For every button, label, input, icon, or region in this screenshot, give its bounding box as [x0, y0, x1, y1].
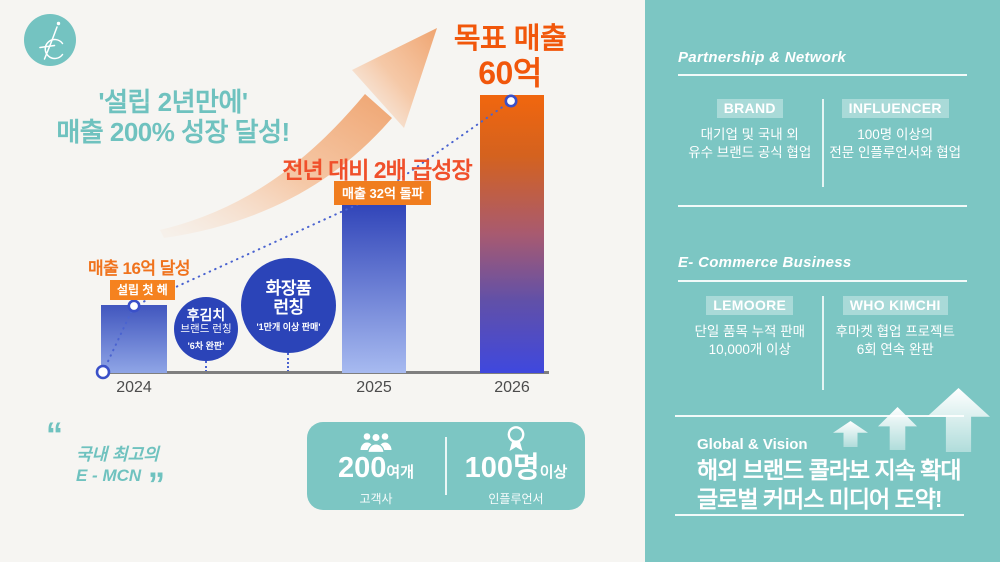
milestone-2-subtitle: 런칭: [273, 298, 304, 317]
influencer-line2: 전문 인플루언서와 협업: [829, 145, 962, 160]
clients-value: 200여개: [307, 453, 445, 488]
quote-open-mark: “: [46, 416, 63, 454]
vision-line2: 글로벌 커머스 미디어 도약!: [697, 486, 943, 512]
goal-value: 60억: [478, 55, 542, 91]
partnership-columns: BRAND 대기업 및 국내 외 유수 브랜드 공식 협업 INFLUENCER…: [678, 99, 967, 187]
bar-2025: [342, 196, 406, 373]
influencers-label: 인플루언서: [488, 492, 544, 506]
brand-column: BRAND 대기업 및 국내 외 유수 브랜드 공식 협업: [678, 99, 822, 162]
stat-influencers: 100명이상 인플루언서: [447, 425, 585, 507]
divider-line: [678, 74, 967, 76]
trend-dot-origin: [95, 364, 111, 380]
headline-line1: '설립 2년만에': [98, 87, 248, 117]
vision-title: Global & Vision: [697, 436, 808, 453]
sidebar: Partnership & Network BRAND 대기업 및 국내 외 유…: [645, 0, 1000, 562]
company-logo: [24, 14, 76, 66]
bar-2026: [480, 95, 544, 373]
milestone-2-note: '1만개 이상 판매': [256, 322, 321, 332]
section-title-partnership: Partnership & Network: [678, 49, 847, 66]
whokimchi-column: WHO KIMCHI 후마켓 협업 프로젝트 6회 연속 완판: [824, 296, 968, 359]
influencer-line1: 100명 이상의: [857, 127, 934, 142]
milestone-2-title: 화장품: [265, 279, 312, 298]
trend-dot-2024: [127, 299, 141, 313]
influencer-badge: INFLUENCER: [841, 99, 949, 118]
clients-number: 200: [338, 452, 387, 484]
divider-line: [678, 205, 967, 207]
clients-suffix: 여개: [386, 464, 414, 481]
ecommerce-columns: LEMOORE 단일 품목 누적 판매 10,000개 이상 WHO KIMCH…: [678, 296, 967, 390]
brand-line2: 유수 브랜드 공식 협업: [688, 145, 812, 160]
influencers-value: 100명이상: [447, 453, 585, 488]
card-divider: [445, 437, 447, 495]
revenue-32-badge: 매출 32억 돌파: [334, 181, 432, 205]
section-title-ecommerce: E- Commerce Business: [678, 254, 852, 271]
influencer-column: INFLUENCER 100명 이상의 전문 인플루언서와 협업: [824, 99, 968, 162]
x-tick-2026: 2026: [494, 379, 530, 396]
whokimchi-line2: 6회 연속 완판: [856, 342, 934, 357]
milestone-cosmetics: 화장품 런칭 '1만개 이상 판매': [241, 258, 336, 353]
stat-clients: 200여개 고객사: [307, 425, 445, 507]
whokimchi-badge: WHO KIMCHI: [842, 296, 948, 315]
milestone-1-connector: [205, 361, 207, 372]
medal-icon: [447, 426, 585, 453]
first-year-badge: 설립 첫 해: [110, 280, 175, 300]
quote-text: 국내 최고의 E - MCN: [76, 444, 159, 486]
bar-2024: [101, 305, 167, 373]
goal-title: 목표 매출: [453, 23, 567, 55]
clients-label: 고객사: [359, 492, 393, 506]
vision-line1: 해외 브랜드 콜라보 지속 확대: [697, 457, 961, 483]
trend-dot-2026: [504, 94, 518, 108]
column-divider: [821, 99, 824, 187]
stats-card: 200여개 고객사 100명이상 인플루언서: [307, 422, 585, 510]
growth-label: 전년 대비 2배 급성장: [282, 157, 472, 183]
x-axis: [99, 371, 549, 374]
milestone-2-connector: [287, 353, 289, 372]
influencers-number: 100명: [464, 452, 540, 484]
quote-close-mark: ”: [148, 466, 165, 504]
lemoore-column: LEMOORE 단일 품목 누적 판매 10,000개 이상: [678, 296, 822, 359]
lemoore-line2: 10,000개 이상: [708, 342, 791, 357]
column-divider: [821, 296, 824, 390]
x-tick-2025: 2025: [356, 379, 392, 396]
headline-line2: 매출 200% 성장 달성!: [56, 117, 290, 147]
goal-revenue: 목표 매출 60억: [424, 22, 596, 90]
lemoore-line1: 단일 품목 누적 판매: [694, 324, 806, 339]
quote-line2: E - MCN: [76, 466, 142, 485]
people-icon: [307, 429, 445, 453]
milestone-1-note: '6차 완판': [187, 341, 225, 351]
influencers-suffix: 이상: [539, 464, 568, 481]
brand-badge: BRAND: [716, 99, 783, 118]
whokimchi-line1: 후마켓 협업 프로젝트: [835, 324, 955, 339]
headline: '설립 2년만에' 매출 200% 성장 달성!: [38, 87, 308, 147]
milestone-1-subtitle: 브랜드 런칭: [180, 323, 232, 335]
x-tick-2024: 2024: [116, 379, 152, 396]
milestone-hugimchi: 후김치 브랜드 런칭 '6차 완판': [174, 297, 238, 361]
lemoore-badge: LEMOORE: [706, 296, 794, 315]
up-arrows-icon: [833, 388, 990, 452]
ac-monogram-icon: [24, 14, 76, 66]
growth-arrow-icon: [160, 28, 437, 238]
revenue-16-label: 매출 16억 달성: [88, 259, 191, 278]
quote-line1: 국내 최고의: [76, 445, 159, 464]
divider-line: [675, 415, 964, 417]
divider-line: [678, 280, 967, 282]
brand-line1: 대기업 및 국내 외: [700, 127, 799, 142]
divider-line: [675, 514, 964, 516]
milestone-1-title: 후김치: [186, 307, 226, 323]
